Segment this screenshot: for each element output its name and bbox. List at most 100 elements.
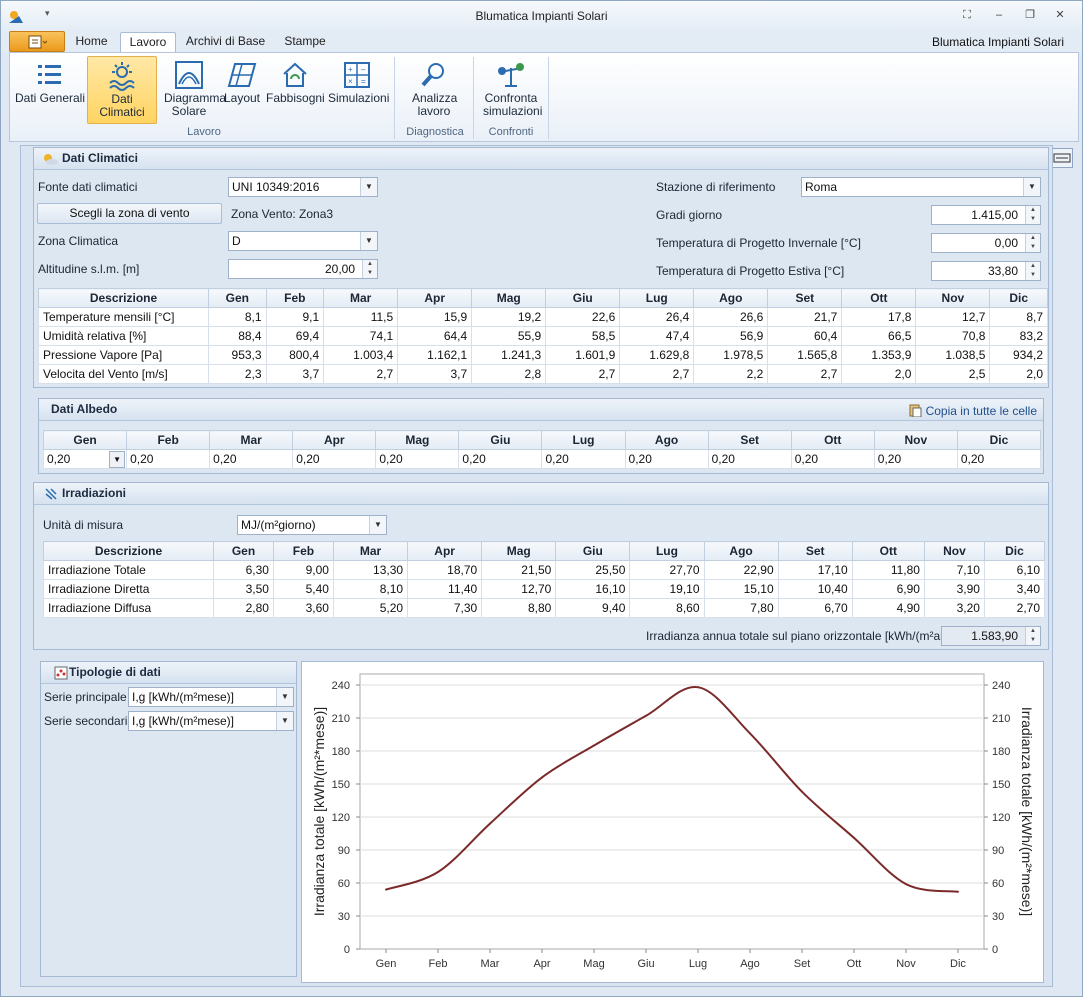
fullscreen-icon[interactable]: ⛶ — [963, 9, 971, 21]
tab-stampe[interactable]: Stampe — [284, 34, 326, 48]
table-cell[interactable]: 8,10 — [332, 579, 409, 599]
table-cell[interactable]: 8,1 — [208, 307, 267, 327]
fit-width-button[interactable] — [1051, 148, 1073, 168]
table-row[interactable]: Irradiazione Diretta 3,50 5,40 8,10 11,40 12,… — [43, 579, 1046, 599]
table-cell[interactable]: 58,5 — [545, 326, 621, 346]
summer-temp-field[interactable]: 33,80 ▲ ▼ — [931, 261, 1041, 281]
table-cell[interactable]: 6,70 — [777, 598, 853, 618]
secondary-series-select[interactable]: I,g [kWh/(m²mese)] ▼ — [128, 711, 294, 731]
table-cell[interactable]: 15,9 — [397, 307, 473, 327]
table-cell[interactable]: 1.565,8 — [767, 345, 843, 365]
table-cell[interactable]: 10,40 — [777, 579, 853, 599]
copy-all-link[interactable]: Copia in tutte le celle — [908, 403, 1037, 418]
table-cell[interactable]: 7,30 — [407, 598, 483, 618]
spinner-arrows-icon[interactable]: ▲ ▼ — [362, 260, 377, 278]
table-cell[interactable]: 9,1 — [265, 307, 325, 327]
table-cell[interactable]: 3,7 — [397, 364, 473, 384]
table-cell[interactable]: 2,2 — [693, 364, 769, 384]
dati-generali-button[interactable]: Dati Generali — [14, 56, 86, 124]
table-cell[interactable]: 47,4 — [619, 326, 695, 346]
table-cell[interactable]: 11,5 — [323, 307, 399, 327]
table-cell[interactable]: 1.978,5 — [693, 345, 769, 365]
albedo-cell[interactable]: 0,20 — [209, 449, 294, 469]
table-cell[interactable]: 22,90 — [703, 560, 779, 580]
table-cell[interactable]: 1.353,9 — [841, 345, 917, 365]
table-cell[interactable]: 8,60 — [629, 598, 705, 618]
albedo-cell[interactable]: 0,20 — [624, 449, 709, 469]
table-cell[interactable]: 2,80 — [213, 598, 274, 618]
table-cell[interactable]: 5,20 — [332, 598, 409, 618]
table-row[interactable]: Irradiazione Diffusa 2,80 3,60 5,20 7,30 8,80… — [43, 598, 1046, 618]
table-cell[interactable]: 3,50 — [213, 579, 274, 599]
station-select[interactable]: Roma ▼ — [801, 177, 1041, 197]
tab-lavoro[interactable]: Lavoro — [120, 32, 176, 52]
albedo-cell[interactable]: 0,20 — [790, 449, 875, 469]
table-cell[interactable]: 12,70 — [481, 579, 557, 599]
close-icon[interactable]: ✕ — [1055, 9, 1065, 21]
file-menu-button[interactable] — [9, 31, 65, 52]
table-cell[interactable]: 55,9 — [471, 326, 547, 346]
table-cell[interactable]: 88,4 — [208, 326, 267, 346]
quick-access-dropdown-icon[interactable]: ▾ — [45, 8, 50, 18]
table-cell[interactable]: 11,40 — [407, 579, 483, 599]
table-cell[interactable]: 2,7 — [767, 364, 843, 384]
albedo-cell[interactable]: 0,20 — [126, 449, 211, 469]
table-row[interactable]: Velocita del Vento [m/s] 2,3 3,7 2,7 3,7 2,8 2… — [38, 364, 1048, 384]
table-cell[interactable]: 2,5 — [915, 364, 991, 384]
table-cell[interactable]: 1.038,5 — [915, 345, 991, 365]
table-row[interactable]: Temperature mensili [°C] 8,1 9,1 11,5 15,9 19… — [38, 307, 1048, 327]
table-cell[interactable]: 21,50 — [481, 560, 557, 580]
restore-icon[interactable]: ❐ — [1025, 9, 1035, 21]
table-row[interactable]: Umidità relativa [%] 88,4 69,4 74,1 64,4 55,9… — [38, 326, 1048, 346]
spinner-arrows-icon[interactable]: ▲ ▼ — [1025, 206, 1040, 224]
table-cell[interactable]: 16,10 — [555, 579, 631, 599]
altitude-field[interactable]: 20,00 ▲ ▼ — [228, 259, 378, 279]
albedo-cell[interactable]: 0,20 — [375, 449, 460, 469]
table-cell[interactable]: 19,2 — [471, 307, 547, 327]
table-cell[interactable]: 56,9 — [693, 326, 769, 346]
table-cell[interactable]: 64,4 — [397, 326, 473, 346]
winter-temp-field[interactable]: 0,00 ▲ ▼ — [931, 233, 1041, 253]
table-cell[interactable]: 7,10 — [923, 560, 985, 580]
table-cell[interactable]: 2,8 — [471, 364, 547, 384]
spinner-arrows-icon[interactable]: ▲ ▼ — [1025, 262, 1040, 280]
table-cell[interactable]: 1.003,4 — [323, 345, 399, 365]
table-cell[interactable]: 3,90 — [923, 579, 985, 599]
table-cell[interactable]: 18,70 — [407, 560, 483, 580]
table-cell[interactable]: 7,80 — [703, 598, 779, 618]
table-cell[interactable]: 26,4 — [619, 307, 695, 327]
table-cell[interactable]: 27,70 — [629, 560, 705, 580]
table-cell[interactable]: 8,80 — [481, 598, 557, 618]
wind-zone-button[interactable]: Scegli la zona di vento — [37, 203, 222, 224]
tab-home[interactable]: Home — [75, 34, 108, 48]
table-cell[interactable]: 9,00 — [272, 560, 334, 580]
albedo-cell[interactable]: 0,20 — [292, 449, 377, 469]
degree-days-field[interactable]: 1.415,00 ▲ ▼ — [931, 205, 1041, 225]
tab-archivi[interactable]: Archivi di Base — [185, 34, 266, 48]
albedo-cell[interactable]: 0,20 — [956, 449, 1042, 469]
table-cell[interactable]: 70,8 — [915, 326, 991, 346]
simulazioni-button[interactable]: + – × = Simulazioni — [328, 56, 389, 124]
table-cell[interactable]: 15,10 — [703, 579, 779, 599]
table-cell[interactable]: 934,2 — [989, 345, 1048, 365]
table-cell[interactable]: 800,4 — [265, 345, 325, 365]
table-cell[interactable]: 2,7 — [323, 364, 399, 384]
table-cell[interactable]: 8,7 — [989, 307, 1048, 327]
table-cell[interactable]: 21,7 — [767, 307, 843, 327]
chevron-down-icon[interactable]: ▼ — [109, 451, 126, 468]
table-row[interactable]: Pressione Vapore [Pa] 953,3 800,4 1.003,4 1.… — [38, 345, 1048, 365]
albedo-cell[interactable]: 0,20 — [707, 449, 792, 469]
table-cell[interactable]: 3,40 — [983, 579, 1046, 599]
table-cell[interactable]: 9,40 — [555, 598, 631, 618]
spinner-arrows-icon[interactable]: ▲ ▼ — [1025, 234, 1040, 252]
table-cell[interactable]: 2,7 — [619, 364, 695, 384]
table-cell[interactable]: 2,70 — [983, 598, 1046, 618]
primary-series-select[interactable]: I,g [kWh/(m²mese)] ▼ — [128, 687, 294, 707]
table-cell[interactable]: 1.629,8 — [619, 345, 695, 365]
table-cell[interactable]: 4,90 — [851, 598, 925, 618]
confronta-simulazioni-button[interactable]: Confronta simulazioni — [480, 56, 542, 124]
table-cell[interactable]: 17,10 — [777, 560, 853, 580]
table-cell[interactable]: 11,80 — [851, 560, 925, 580]
zone-select[interactable]: D ▼ — [228, 231, 378, 251]
table-cell[interactable]: 60,4 — [767, 326, 843, 346]
